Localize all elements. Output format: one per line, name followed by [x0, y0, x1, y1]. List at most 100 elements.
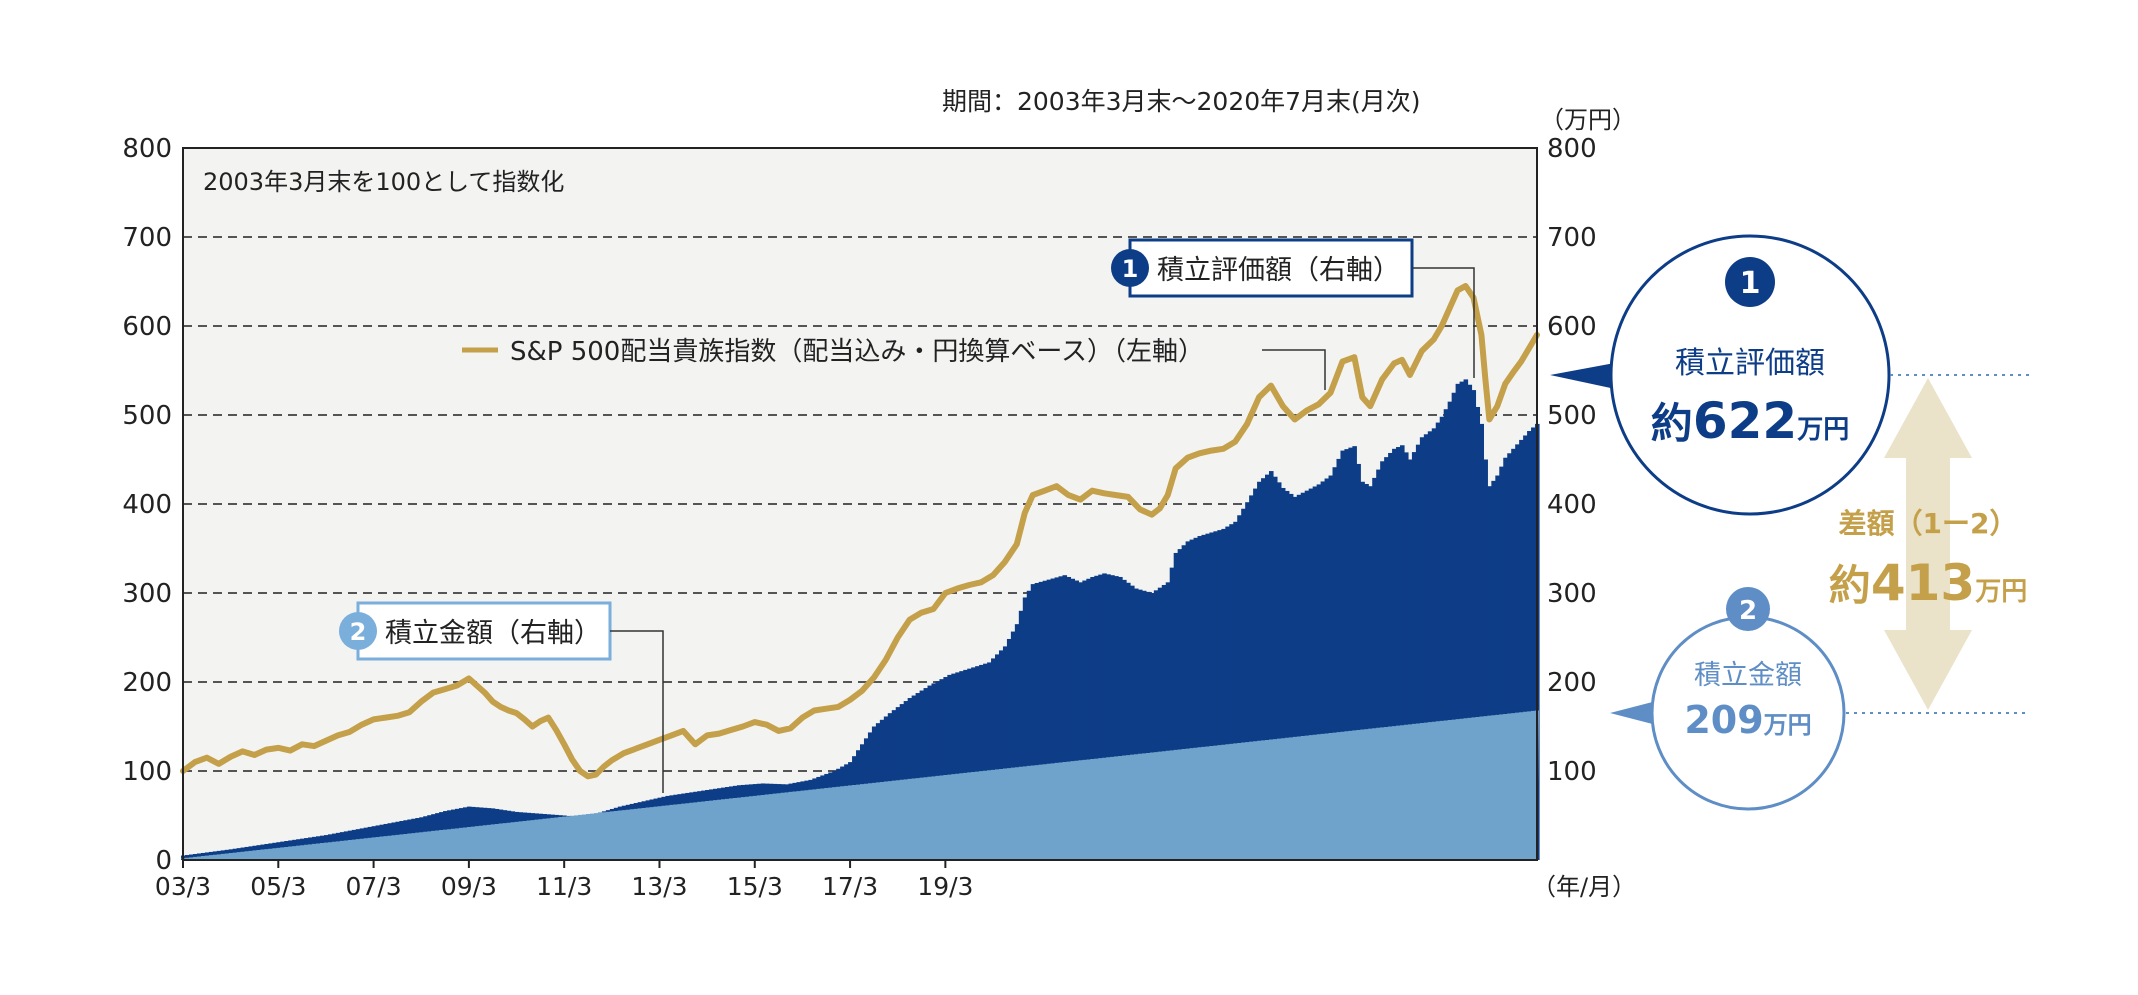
- valuation-bar: [1249, 495, 1254, 860]
- sp500-legend-label: S&P 500配当貴族指数（配当込み・円換算ベース）（左軸）: [510, 337, 1204, 367]
- valuation-bar: [1348, 447, 1353, 860]
- valuation-bar: [1459, 381, 1465, 860]
- right-tick-label: 600: [1547, 312, 1597, 342]
- x-axis-unit: （年/月）: [1532, 873, 1636, 901]
- valuation-bar: [1046, 579, 1052, 860]
- valuation-bar: [1344, 449, 1349, 860]
- right-tick-label: 400: [1547, 490, 1597, 520]
- principal-legend-num: 2: [350, 618, 367, 646]
- sp500-leader-line: [1262, 349, 1326, 390]
- difference-value: 約413万円: [1829, 554, 2027, 612]
- valuation-bar: [1257, 481, 1262, 860]
- valuation-bar: [1328, 475, 1334, 860]
- valuation-bar: [1217, 530, 1222, 860]
- left-axis: 0 100 200 300 400 500 600 700 800: [122, 134, 172, 876]
- right-tick-label: 200: [1547, 668, 1597, 698]
- valuation-bar: [1324, 478, 1330, 860]
- valuation-bar: [1352, 446, 1357, 860]
- valuation-bar: [979, 664, 984, 860]
- valuation-bar: [1451, 392, 1457, 860]
- left-tick-label: 200: [122, 668, 172, 698]
- valuation-bar: [991, 658, 996, 860]
- valuation-bar: [1475, 406, 1481, 860]
- valuation-bar: [1094, 575, 1099, 860]
- valuation-bar: [955, 672, 960, 860]
- valuation-bar: [1153, 590, 1159, 860]
- valuation-bar: [1137, 589, 1143, 860]
- valuation-bar: [971, 667, 976, 860]
- valuation-bar: [1149, 593, 1155, 860]
- valuation-bar: [1201, 534, 1207, 860]
- left-tick-label: 0: [155, 846, 172, 876]
- valuation-bar: [1022, 597, 1028, 860]
- principal-pointer: [1610, 700, 1660, 726]
- valuation-bar: [1058, 576, 1064, 860]
- valuation-bar: [1439, 416, 1445, 860]
- valuation-bar: [1268, 471, 1274, 860]
- valuation-bar: [1197, 536, 1203, 860]
- left-tick-label: 600: [122, 312, 172, 342]
- valuation-bar: [1392, 448, 1397, 860]
- valuation-bar: [1519, 439, 1524, 860]
- valuation-bar: [1463, 379, 1469, 860]
- x-tick-label: 15/3: [727, 872, 783, 901]
- x-tick-label: 19/3: [917, 872, 973, 901]
- valuation-bar: [1415, 444, 1421, 860]
- valuation-bar: [1141, 590, 1147, 860]
- valuation-bar: [1038, 581, 1044, 860]
- valuation-bar: [1308, 488, 1314, 860]
- valuation-leader-line: [1412, 267, 1475, 378]
- valuation-bar: [1122, 579, 1127, 860]
- valuation-bar: [1169, 567, 1175, 860]
- valuation-bar: [1265, 474, 1270, 860]
- plot-frame: [182, 147, 1538, 861]
- valuation-bar: [1006, 638, 1012, 860]
- valuation-bar: [995, 654, 1000, 860]
- valuation-bar: [1447, 401, 1453, 860]
- x-tick-label: 13/3: [631, 872, 687, 901]
- valuation-bar: [1316, 484, 1322, 860]
- left-tick-label: 700: [122, 223, 172, 253]
- valuation-bar: [1261, 478, 1266, 860]
- valuation-bar: [1515, 444, 1520, 860]
- valuation-legend-num: 1: [1122, 255, 1139, 283]
- valuation-bar: [1419, 437, 1425, 860]
- right-tick-label: 500: [1547, 401, 1597, 431]
- valuation-bar: [1495, 475, 1500, 860]
- valuation-bar: [919, 690, 925, 860]
- valuation-bar: [1177, 549, 1183, 860]
- right-tick-label: 700: [1547, 223, 1597, 253]
- valuation-bar: [1471, 390, 1477, 860]
- principal-callout-badge: [1726, 587, 1770, 631]
- valuation-bar: [1388, 452, 1393, 860]
- valuation-bar: [1499, 466, 1504, 860]
- valuation-bar: [1209, 532, 1214, 860]
- valuation-bar: [927, 685, 933, 860]
- left-tick-label: 500: [122, 401, 172, 431]
- valuation-bar: [1507, 453, 1512, 860]
- period-label: 期間：2003年3月末～2020年7月末(月次): [942, 87, 1421, 116]
- valuation-bar: [1181, 545, 1187, 860]
- valuation-bar: [1304, 490, 1310, 860]
- principal-legend-label: 積立金額（右軸）: [385, 618, 601, 649]
- right-tick-label: 100: [1547, 757, 1597, 787]
- valuation-bar: [1423, 434, 1429, 860]
- valuation-bar: [1205, 533, 1211, 860]
- valuation-bar: [1106, 574, 1111, 860]
- difference-label: 差額（1ー2）: [1838, 507, 2017, 540]
- valuation-bar: [1336, 458, 1342, 860]
- valuation-bar: [1074, 580, 1079, 860]
- gridlines: [183, 236, 1537, 772]
- valuation-bar: [1062, 575, 1068, 860]
- valuation-bar: [911, 695, 917, 860]
- right-tick-label: 300: [1547, 579, 1597, 609]
- valuation-bar: [1237, 515, 1242, 860]
- sp500-line: [180, 282, 1540, 780]
- right-axis: 100 200 300 400 500 600 700 800: [1547, 134, 1597, 787]
- valuation-bar: [1145, 591, 1151, 860]
- valuation-bar: [1340, 450, 1346, 860]
- left-tick-label: 800: [122, 134, 172, 164]
- valuation-bar: [1300, 492, 1306, 860]
- valuation-bar: [1050, 578, 1056, 860]
- valuation-bar: [1272, 476, 1278, 860]
